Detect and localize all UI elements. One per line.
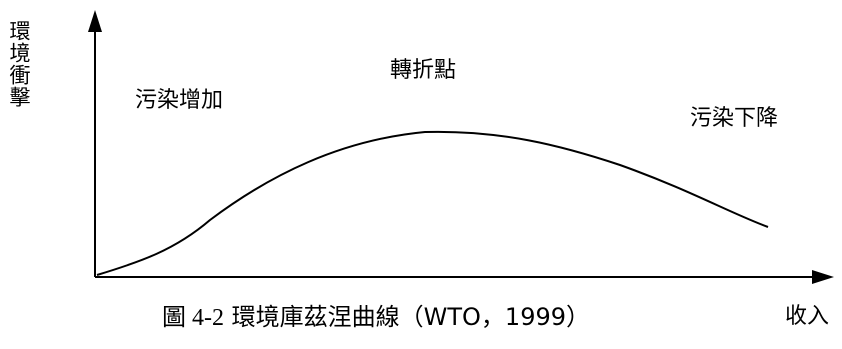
rising-pollution-label: 污染增加 [135,88,224,113]
kuznets-curve [96,130,769,276]
figure-caption: 圖 4-2 環境庫茲涅曲線（WTO，1999） [162,305,590,330]
figure-title: 環境庫茲涅曲線（WTO，1999） [231,303,590,331]
turning-point-label: 轉折點 [390,58,457,83]
y-axis-arrowhead [88,10,102,32]
falling-pollution-label: 污染下降 [690,106,779,131]
y-axis-label: 環境衝擊 [7,20,31,108]
x-axis-arrowhead [812,270,834,284]
figure-number: 圖 4-2 [162,305,224,331]
x-axis-label: 收入 [785,304,830,329]
